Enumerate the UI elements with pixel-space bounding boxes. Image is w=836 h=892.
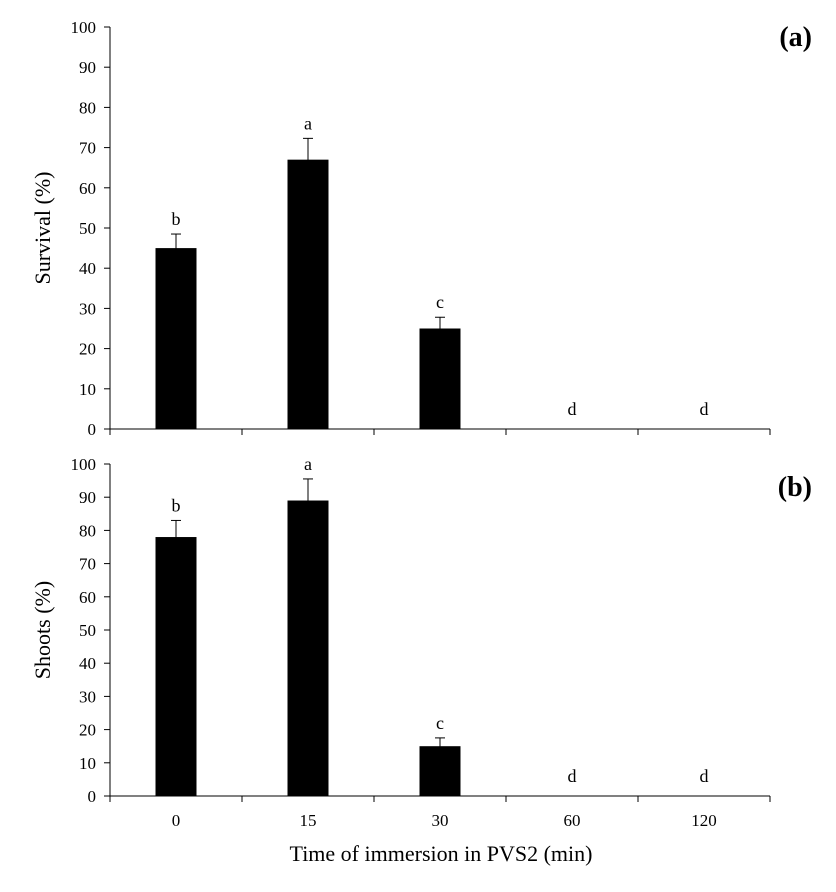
bar <box>419 328 461 429</box>
y-tick-label: 70 <box>79 555 96 574</box>
significance-letter: d <box>568 399 577 419</box>
y-tick-label: 100 <box>71 455 97 474</box>
y-tick-label: 20 <box>79 721 96 740</box>
panel-b-shoots-chart: 0 10 20 30 40 50 60 70 80 90 100 b 0 a 15 c 30 d 60 d 120 Sho… <box>30 454 812 830</box>
significance-letter: b <box>172 209 181 229</box>
bar <box>287 500 329 796</box>
y-axis-title: Shoots (%) <box>30 581 55 679</box>
y-tick-label: 30 <box>79 687 96 706</box>
significance-letter: d <box>700 766 709 786</box>
y-tick-label: 0 <box>88 420 97 439</box>
panel-label: (a) <box>779 22 812 53</box>
panel-a-survival-chart: 0 10 20 30 40 50 60 70 80 90 100 b a c d d Survival (%) (… <box>30 18 812 439</box>
y-axis-title: Survival (%) <box>30 171 55 284</box>
bar <box>287 159 329 429</box>
y-tick-label: 60 <box>79 179 96 198</box>
y-tick-label: 0 <box>88 787 97 806</box>
y-tick-label: 80 <box>79 98 96 117</box>
bar <box>419 746 461 796</box>
y-tick-label: 90 <box>79 488 96 507</box>
panel-label: (b) <box>778 472 812 503</box>
significance-letter: a <box>304 454 312 474</box>
y-tick-label: 80 <box>79 521 96 540</box>
y-tick-label: 10 <box>79 754 96 773</box>
bar <box>155 248 197 429</box>
significance-letter: c <box>436 713 444 733</box>
y-tick-label: 50 <box>79 219 96 238</box>
significance-letter: a <box>304 113 312 133</box>
y-tick-label: 90 <box>79 58 96 77</box>
x-tick-label: 15 <box>300 811 317 830</box>
significance-letter: c <box>436 292 444 312</box>
x-tick-label: 0 <box>172 811 181 830</box>
x-tick-label: 120 <box>691 811 717 830</box>
bar <box>155 537 197 796</box>
y-tick-label: 20 <box>79 340 96 359</box>
y-tick-label: 40 <box>79 259 96 278</box>
y-tick-label: 60 <box>79 588 96 607</box>
y-tick-label: 40 <box>79 654 96 673</box>
significance-letter: d <box>700 399 709 419</box>
y-tick-label: 30 <box>79 299 96 318</box>
significance-letter: d <box>568 766 577 786</box>
x-tick-label: 60 <box>564 811 581 830</box>
x-axis-title: Time of immersion in PVS2 (min) <box>290 841 593 866</box>
y-tick-label: 100 <box>71 18 97 37</box>
y-tick-label: 10 <box>79 380 96 399</box>
y-tick-label: 70 <box>79 139 96 158</box>
y-tick-label: 50 <box>79 621 96 640</box>
significance-letter: b <box>172 495 181 515</box>
x-tick-label: 30 <box>432 811 449 830</box>
